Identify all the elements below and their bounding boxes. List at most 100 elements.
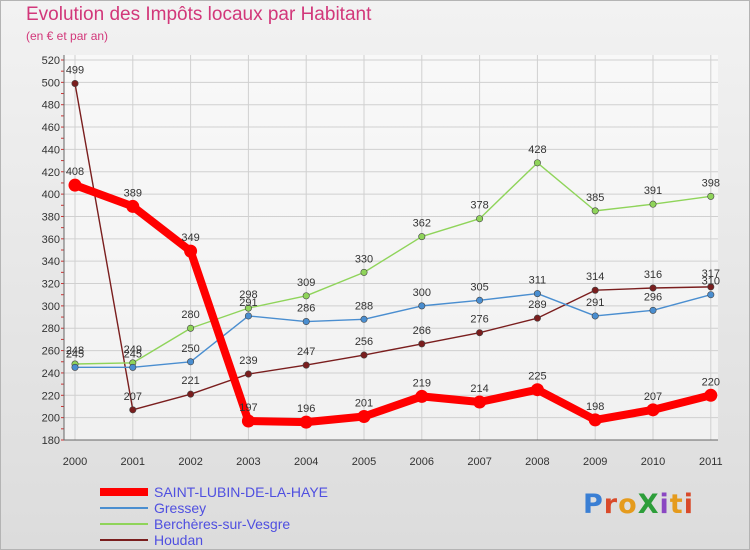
data-point bbox=[533, 159, 541, 167]
y-tick-label: 180 bbox=[42, 435, 60, 447]
logo-letter: i bbox=[659, 489, 670, 520]
data-label: 247 bbox=[297, 346, 315, 358]
plot-area bbox=[64, 55, 718, 440]
data-point bbox=[418, 233, 426, 241]
y-tick-label: 440 bbox=[42, 144, 60, 156]
data-label: 291 bbox=[239, 297, 257, 309]
data-label: 245 bbox=[124, 348, 142, 360]
y-tick-label: 240 bbox=[42, 368, 60, 380]
proxiti-logo: ProXiti bbox=[583, 489, 694, 520]
legend-item-bercheres: Berchères-sur-Vesgre bbox=[100, 516, 328, 532]
data-label: 221 bbox=[181, 375, 199, 387]
data-label: 408 bbox=[66, 166, 84, 178]
data-label: 280 bbox=[181, 309, 199, 321]
data-label: 207 bbox=[644, 391, 662, 403]
data-point bbox=[244, 370, 252, 378]
data-point bbox=[418, 302, 426, 310]
data-label: 330 bbox=[355, 253, 373, 265]
data-point bbox=[530, 383, 544, 397]
data-point bbox=[360, 315, 368, 323]
data-label: 317 bbox=[702, 268, 720, 280]
data-point bbox=[649, 200, 657, 208]
data-label: 289 bbox=[528, 299, 546, 311]
y-tick-label: 380 bbox=[42, 211, 60, 223]
x-tick-label: 2005 bbox=[352, 456, 376, 468]
data-point bbox=[591, 286, 599, 294]
data-label: 245 bbox=[66, 348, 84, 360]
grid-layer bbox=[64, 55, 718, 441]
logo-letter: P bbox=[583, 489, 604, 520]
data-point bbox=[646, 403, 660, 417]
data-label: 378 bbox=[470, 200, 488, 212]
data-point bbox=[707, 283, 715, 291]
data-label: 314 bbox=[586, 271, 604, 283]
series-line-3 bbox=[74, 83, 711, 411]
data-point bbox=[476, 329, 484, 337]
data-label: 220 bbox=[702, 376, 720, 388]
x-tick-label: 2011 bbox=[699, 456, 723, 468]
x-tick-label: 2002 bbox=[178, 456, 202, 468]
logo-letter: i bbox=[683, 489, 694, 520]
data-point bbox=[71, 363, 79, 371]
data-label: 214 bbox=[470, 383, 488, 395]
legend-swatch-saint-lubin bbox=[100, 488, 148, 496]
data-point bbox=[360, 351, 368, 359]
x-tick-label: 2006 bbox=[410, 456, 434, 468]
data-point bbox=[302, 292, 310, 300]
data-point bbox=[707, 192, 715, 200]
y-tick-label: 400 bbox=[42, 189, 60, 201]
legend-swatch-houdan bbox=[100, 539, 148, 541]
data-label: 362 bbox=[413, 218, 431, 230]
chart-title: Evolution des Impôts locaux par Habitant bbox=[26, 4, 372, 25]
x-tick-label: 2001 bbox=[121, 456, 145, 468]
data-point bbox=[418, 340, 426, 348]
x-tick-label: 2007 bbox=[467, 456, 491, 468]
legend-label-gressey: Gressey bbox=[154, 500, 207, 516]
data-label: 349 bbox=[181, 232, 199, 244]
legend-item-gressey: Gressey bbox=[100, 500, 328, 516]
logo-letter: X bbox=[637, 489, 660, 520]
data-point bbox=[357, 410, 371, 424]
data-point bbox=[533, 314, 541, 322]
axis-layer: 180 200 220 240 260 280 300 320 340 360 380 400 420 4… bbox=[42, 55, 723, 468]
data-label: 316 bbox=[644, 269, 662, 281]
data-point bbox=[649, 284, 657, 292]
data-point bbox=[591, 312, 599, 320]
data-label: 428 bbox=[528, 144, 546, 156]
x-tick-label: 2003 bbox=[236, 456, 260, 468]
y-tick-label: 360 bbox=[42, 234, 60, 246]
data-point bbox=[71, 79, 79, 87]
data-point bbox=[299, 415, 313, 429]
data-label: 219 bbox=[413, 377, 431, 389]
x-tick-label: 2009 bbox=[583, 456, 607, 468]
data-label: 248 bbox=[66, 345, 84, 357]
data-point bbox=[704, 388, 718, 402]
x-tick-label: 2004 bbox=[294, 456, 318, 468]
data-point bbox=[476, 215, 484, 223]
data-point bbox=[184, 244, 198, 258]
legend-item-houdan: Houdan bbox=[100, 532, 328, 548]
data-label: 197 bbox=[239, 402, 257, 414]
data-label: 300 bbox=[413, 287, 431, 299]
legend-label-saint-lubin: SAINT-LUBIN-DE-LA-HAYE bbox=[154, 484, 328, 500]
y-tick-label: 300 bbox=[42, 301, 60, 313]
x-tick-label: 2008 bbox=[525, 456, 549, 468]
y-tick-label: 500 bbox=[42, 77, 60, 89]
chart-subtitle: (en € et par an) bbox=[26, 29, 109, 43]
data-label: 201 bbox=[355, 398, 373, 410]
data-label: 239 bbox=[239, 355, 257, 367]
data-label: 310 bbox=[702, 276, 720, 288]
y-tick-label: 320 bbox=[42, 279, 60, 291]
data-point bbox=[649, 306, 657, 314]
data-point bbox=[129, 363, 137, 371]
series-line-1 bbox=[75, 292, 711, 369]
legend-swatch-gressey bbox=[100, 507, 148, 509]
x-tick-label: 2000 bbox=[63, 456, 87, 468]
data-point bbox=[68, 178, 82, 192]
data-point bbox=[415, 389, 429, 403]
data-label: 391 bbox=[644, 185, 662, 197]
data-point bbox=[129, 406, 137, 414]
data-label: 196 bbox=[297, 403, 315, 415]
data-label: 385 bbox=[586, 192, 604, 204]
